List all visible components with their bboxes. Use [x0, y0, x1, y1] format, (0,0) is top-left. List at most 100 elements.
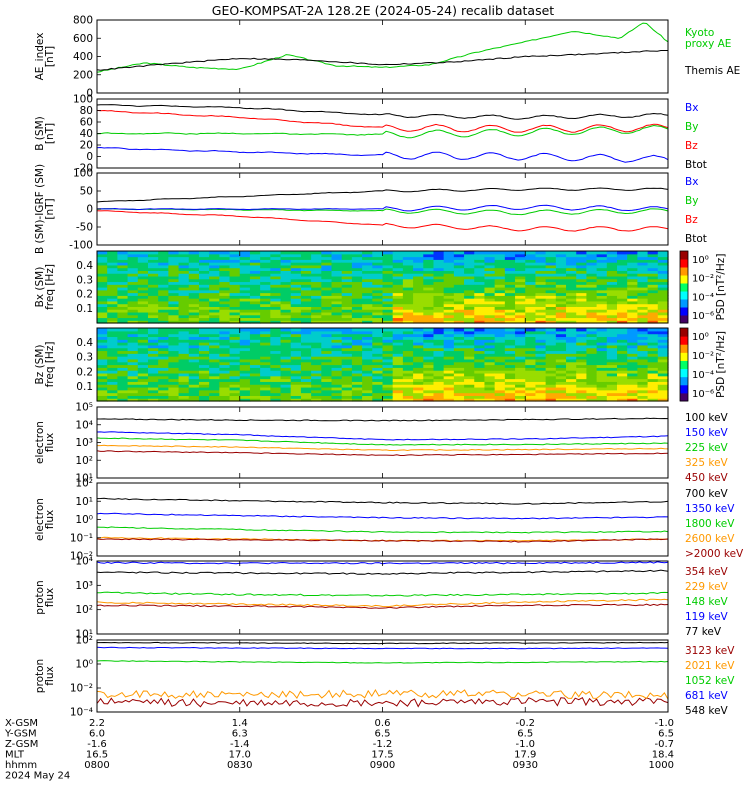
- heatmap-cell: [127, 328, 139, 332]
- heatmap-cell: [209, 284, 220, 288]
- heatmap-cell: [474, 353, 486, 357]
- series-line: [96, 210, 669, 232]
- heatmap-cell: [107, 395, 118, 399]
- heatmap-cell: [372, 344, 384, 349]
- heatmap-cell: [300, 372, 312, 377]
- heatmap-cell: [484, 384, 496, 388]
- heatmap-cell: [525, 292, 537, 296]
- heatmap-cell: [117, 253, 129, 258]
- heatmap-cell: [270, 281, 282, 285]
- heatmap-cell: [402, 328, 414, 332]
- heatmap-cell: [586, 309, 598, 313]
- heatmap-cell: [249, 339, 261, 343]
- heatmap-cell: [596, 364, 608, 368]
- heatmap-cell: [576, 251, 588, 255]
- heatmap-cell: [433, 278, 445, 283]
- heatmap-cell: [300, 253, 312, 258]
- heatmap-cell: [606, 330, 618, 335]
- heatmap-cell: [484, 270, 496, 274]
- heatmap-cell: [311, 287, 322, 291]
- heatmap-cell: [290, 378, 302, 382]
- heatmap-cell: [596, 303, 608, 307]
- y-tick-label: 10⁴: [75, 419, 93, 431]
- heatmap-cell: [362, 336, 373, 340]
- heatmap-cell: [158, 317, 169, 321]
- heatmap-cell: [606, 306, 618, 310]
- heatmap-cell: [576, 259, 588, 263]
- heatmap-cell: [219, 317, 231, 321]
- heatmap-cell: [423, 339, 435, 343]
- x-tick-value: 6.5: [517, 729, 533, 740]
- heatmap-cell: [341, 287, 353, 291]
- heatmap-cell: [433, 273, 445, 277]
- heatmap-cell: [627, 378, 639, 382]
- heatmap-cell: [311, 339, 322, 343]
- heatmap-cell: [433, 342, 445, 346]
- heatmap-cell: [341, 398, 353, 402]
- heatmap-cell: [331, 350, 343, 354]
- heatmap-cell: [137, 251, 149, 255]
- heatmap-cell: [209, 320, 220, 324]
- heatmap-cell: [158, 364, 169, 368]
- heatmap-cell: [464, 364, 475, 368]
- heatmap-cell: [260, 289, 271, 294]
- heatmap-cell: [341, 278, 353, 283]
- heatmap-cell: [158, 378, 169, 382]
- heatmap-cell: [545, 350, 557, 354]
- heatmap-cell: [209, 370, 220, 374]
- heatmap-cell: [647, 328, 659, 332]
- heatmap-cell: [413, 389, 424, 394]
- heatmap-cell: [453, 278, 465, 283]
- heatmap-cell: [168, 281, 180, 285]
- heatmap-cell: [321, 367, 333, 371]
- heatmap-cell: [586, 275, 598, 280]
- y-tick-label: 0.3: [76, 274, 93, 286]
- heatmap-cell: [341, 364, 353, 368]
- heatmap-cell: [566, 275, 577, 280]
- heatmap-cell: [474, 273, 486, 277]
- heatmap-cell: [464, 289, 475, 294]
- heatmap-cell: [331, 295, 343, 299]
- heatmap-cell: [535, 298, 547, 302]
- heatmap-cell: [515, 370, 526, 374]
- heatmap-cell: [464, 344, 475, 349]
- heatmap-cell: [260, 392, 271, 396]
- heatmap-cell: [311, 395, 322, 399]
- heatmap-cell: [627, 264, 639, 269]
- heatmap-cell: [637, 367, 649, 371]
- heatmap-cell: [464, 298, 475, 302]
- y-axis-label: flux: [44, 433, 56, 452]
- heatmap-cell: [107, 300, 118, 305]
- heatmap-cell: [331, 328, 343, 332]
- heatmap-cell: [433, 306, 445, 310]
- heatmap-cell: [392, 350, 404, 354]
- heatmap-cell: [566, 389, 577, 394]
- heatmap-cell: [484, 344, 496, 349]
- heatmap-cell: [198, 287, 210, 291]
- heatmap-cell: [372, 381, 384, 385]
- heatmap-cell: [515, 336, 526, 340]
- heatmap-cell: [504, 336, 516, 340]
- heatmap-cell: [178, 303, 190, 307]
- heatmap-cell: [219, 289, 231, 294]
- heatmap-cell: [188, 264, 200, 269]
- heatmap-cell: [127, 358, 139, 363]
- heatmap-cell: [107, 309, 118, 313]
- y-tick-label: 400: [73, 51, 93, 63]
- heatmap-cell: [504, 392, 516, 396]
- heatmap-cell: [239, 336, 251, 340]
- heatmap-cell: [525, 262, 537, 266]
- heatmap-cell: [351, 370, 363, 374]
- heatmap-cell: [351, 264, 363, 269]
- legend-label: 548 keV: [685, 705, 729, 717]
- heatmap-cell: [311, 342, 322, 346]
- heatmap-cell: [290, 392, 302, 396]
- heatmap-cell: [117, 398, 129, 402]
- heatmap-cell: [443, 275, 455, 280]
- heatmap-cell: [555, 333, 567, 338]
- heatmap-cell: [260, 267, 271, 271]
- heatmap-cell: [147, 350, 159, 354]
- heatmap-cell: [188, 339, 200, 343]
- heatmap-cell: [402, 330, 414, 335]
